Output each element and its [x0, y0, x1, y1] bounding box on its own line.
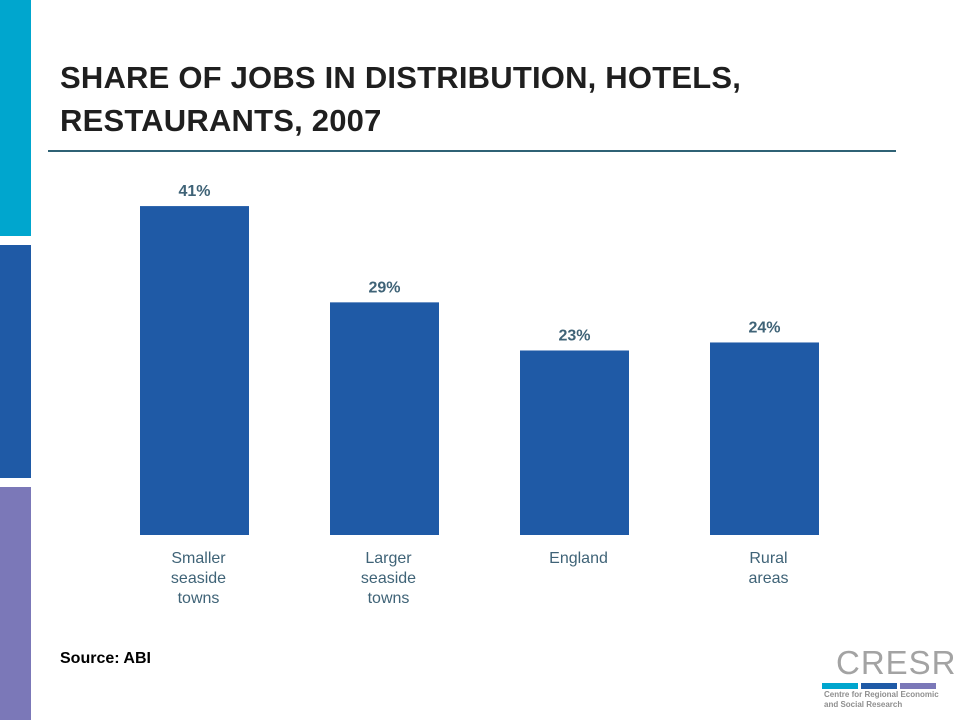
logo-wordmark: CRESR: [836, 644, 957, 681]
slide-title-line-1: SHARE OF JOBS IN DISTRIBUTION, HOTELS,: [60, 60, 742, 95]
logo-bar-purple: [900, 683, 936, 689]
logo-color-bars: [822, 683, 942, 689]
logo-bar-blue: [861, 683, 897, 689]
category-label-2: Larger seaside towns: [361, 550, 416, 607]
source-note: Source: ABI: [60, 650, 151, 667]
logo-subtitle: Centre for Regional Economic and Social …: [824, 690, 954, 710]
value-label-2: 29%: [368, 279, 400, 296]
slide-title: SHARE OF JOBS IN DISTRIBUTION, HOTELS, R…: [60, 56, 920, 142]
logo-subtitle-line-2: and Social Research: [824, 700, 903, 709]
title-underline: [48, 150, 896, 152]
side-strip-blue: [0, 245, 31, 478]
side-strip-cyan: [0, 0, 31, 236]
category-label-1: Smaller seaside towns: [171, 550, 226, 607]
logo-bar-cyan: [822, 683, 858, 689]
category-label-3: England: [549, 550, 608, 567]
value-label-1: 41%: [178, 183, 210, 200]
value-label-3: 23%: [558, 327, 590, 344]
category-label-4: Rural areas: [748, 550, 788, 587]
bar-2: [330, 302, 439, 535]
side-strip-purple: [0, 487, 31, 720]
bar-chart: 41% Smaller seaside towns 29% Larger seaside to…: [140, 183, 819, 607]
slide-title-line-2: RESTAURANTS, 2007: [60, 103, 382, 138]
bar-3: [520, 350, 629, 535]
value-label-4: 24%: [748, 319, 780, 336]
cresr-logo: CRESR Centre for Regional Economic and S…: [822, 646, 956, 709]
bar-1: [140, 206, 249, 536]
bar-4: [710, 342, 819, 535]
logo-subtitle-line-1: Centre for Regional Economic: [824, 690, 939, 699]
